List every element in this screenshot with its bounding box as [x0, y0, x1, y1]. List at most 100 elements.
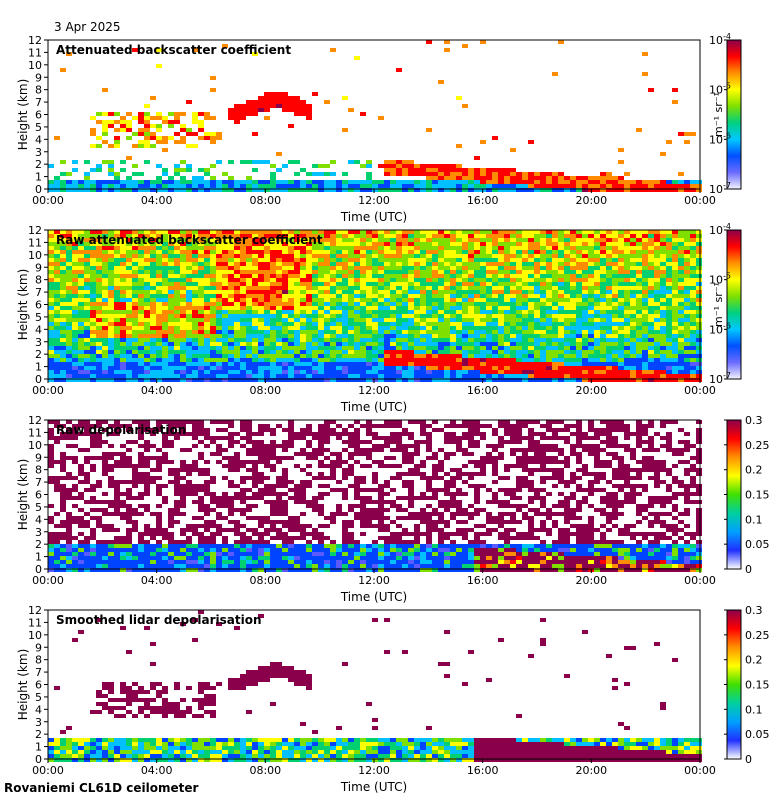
heatmap-cell [330, 306, 336, 310]
heatmap-cell [540, 366, 546, 370]
heatmap-cell [108, 246, 114, 250]
heatmap-cell [72, 294, 78, 298]
heatmap-cell [336, 354, 342, 358]
heatmap-cell [492, 262, 498, 266]
heatmap-cell [60, 306, 66, 310]
heatmap-cell [360, 374, 366, 378]
heatmap-cell [126, 230, 132, 234]
heatmap-cell [360, 298, 366, 302]
heatmap-cell [504, 282, 510, 286]
heatmap-cell [216, 338, 222, 342]
heatmap-cell [60, 318, 66, 322]
heatmap-cell [462, 326, 468, 330]
heatmap-cell [450, 374, 456, 378]
heatmap-cell [198, 278, 204, 282]
heatmap-cell [288, 338, 294, 342]
heatmap-cell [486, 370, 492, 374]
heatmap-cell [348, 358, 354, 362]
heatmap-cell [282, 278, 288, 282]
heatmap-cell [60, 370, 66, 374]
heatmap-cell [336, 306, 342, 310]
heatmap-cell [564, 318, 570, 322]
heatmap-cell [72, 366, 78, 370]
heatmap-cell [564, 180, 570, 184]
heatmap-cell [690, 254, 696, 258]
heatmap-cell [126, 294, 132, 298]
heatmap-cell [156, 342, 162, 346]
heatmap-cell [648, 234, 654, 238]
heatmap-cell [612, 378, 618, 382]
heatmap-cell [258, 322, 264, 326]
heatmap-cell [54, 242, 60, 246]
heatmap-cell [108, 254, 114, 258]
heatmap-cell [90, 238, 96, 242]
heatmap-cell [414, 306, 420, 310]
y-tick-label: 1 [35, 171, 42, 184]
heatmap-cell [144, 242, 150, 246]
heatmap-cell [222, 366, 228, 370]
heatmap-cell [246, 302, 252, 306]
heatmap-cell [582, 246, 588, 250]
heatmap-cell [162, 354, 168, 358]
heatmap-cell [564, 262, 570, 266]
heatmap-cell [498, 246, 504, 250]
heatmap-cell [468, 188, 474, 192]
heatmap-cell [576, 338, 582, 342]
heatmap-cell [648, 184, 654, 188]
heatmap-cell [504, 358, 510, 362]
heatmap-cell [642, 180, 648, 184]
heatmap-cell [102, 350, 108, 354]
heatmap-cell [258, 180, 264, 184]
heatmap-cell [108, 282, 114, 286]
heatmap-cell [438, 184, 444, 188]
heatmap-cell [402, 302, 408, 306]
heatmap-cell [468, 318, 474, 322]
heatmap-cell [396, 358, 402, 362]
heatmap-cell [90, 230, 96, 234]
heatmap-cell [318, 270, 324, 274]
heatmap-cell [612, 354, 618, 358]
heatmap-cell [504, 294, 510, 298]
heatmap-cell [384, 164, 390, 168]
heatmap-cell [570, 294, 576, 298]
heatmap-cell [504, 266, 510, 270]
heatmap-cell [300, 108, 306, 112]
heatmap-cell [438, 298, 444, 302]
heatmap-cell [162, 338, 168, 342]
heatmap-cell [84, 378, 90, 382]
heatmap-cell [552, 238, 558, 242]
heatmap-cell [252, 278, 258, 282]
heatmap-cell [282, 108, 288, 112]
heatmap-cell [60, 314, 66, 318]
heatmap-cell [402, 282, 408, 286]
heatmap-cell [696, 378, 702, 382]
heatmap-cell [180, 366, 186, 370]
heatmap-cell [258, 378, 264, 382]
heatmap-cell [552, 242, 558, 246]
heatmap-cell [486, 334, 492, 338]
heatmap-cell [210, 132, 216, 136]
heatmap-cell [96, 334, 102, 338]
heatmap-cell [582, 318, 588, 322]
heatmap-cell [192, 286, 198, 290]
heatmap-cell [420, 262, 426, 266]
heatmap-cell [228, 338, 234, 342]
heatmap-cell [96, 234, 102, 238]
heatmap-cell [186, 366, 192, 370]
heatmap-cell [90, 362, 96, 366]
heatmap-cell [594, 238, 600, 242]
heatmap-cell [300, 100, 306, 104]
heatmap-cell [588, 362, 594, 366]
heatmap-cell [150, 116, 156, 120]
heatmap-cell [318, 378, 324, 382]
heatmap-cell [132, 374, 138, 378]
heatmap-cell [330, 254, 336, 258]
heatmap-cell [648, 188, 654, 192]
heatmap-cell [588, 310, 594, 314]
heatmap-cell [114, 234, 120, 238]
heatmap-cell [474, 258, 480, 262]
heatmap-cell [210, 358, 216, 362]
heatmap-cell [168, 136, 174, 140]
heatmap-cell [654, 188, 660, 192]
heatmap-cell [216, 306, 222, 310]
